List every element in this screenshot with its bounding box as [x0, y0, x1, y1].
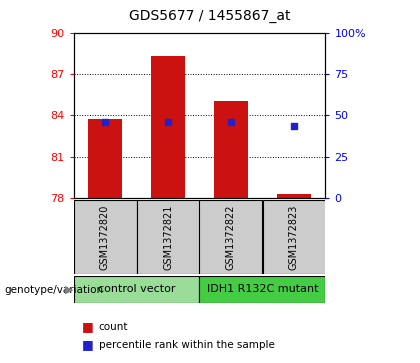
Text: ■: ■	[82, 338, 94, 351]
Text: control vector: control vector	[98, 285, 175, 294]
Text: ▶: ▶	[65, 285, 73, 295]
Bar	[214, 102, 248, 198]
Point	[165, 119, 171, 125]
Bar	[151, 56, 185, 198]
Text: GDS5677 / 1455867_at: GDS5677 / 1455867_at	[129, 9, 291, 23]
Text: GSM1372822: GSM1372822	[226, 204, 236, 270]
Text: GSM1372821: GSM1372821	[163, 204, 173, 270]
Text: percentile rank within the sample: percentile rank within the sample	[99, 340, 275, 350]
Bar	[74, 200, 136, 274]
Bar	[88, 119, 122, 198]
Text: GSM1372820: GSM1372820	[100, 204, 110, 270]
Point	[102, 119, 108, 125]
Bar	[74, 276, 200, 303]
Bar	[277, 194, 311, 198]
Bar	[262, 200, 326, 274]
Point	[228, 119, 234, 125]
Text: ■: ■	[82, 320, 94, 333]
Bar	[200, 200, 262, 274]
Text: count: count	[99, 322, 128, 332]
Bar	[136, 200, 200, 274]
Text: genotype/variation: genotype/variation	[4, 285, 103, 295]
Point	[291, 123, 297, 129]
Text: IDH1 R132C mutant: IDH1 R132C mutant	[207, 285, 318, 294]
Bar	[200, 276, 326, 303]
Text: GSM1372823: GSM1372823	[289, 204, 299, 270]
